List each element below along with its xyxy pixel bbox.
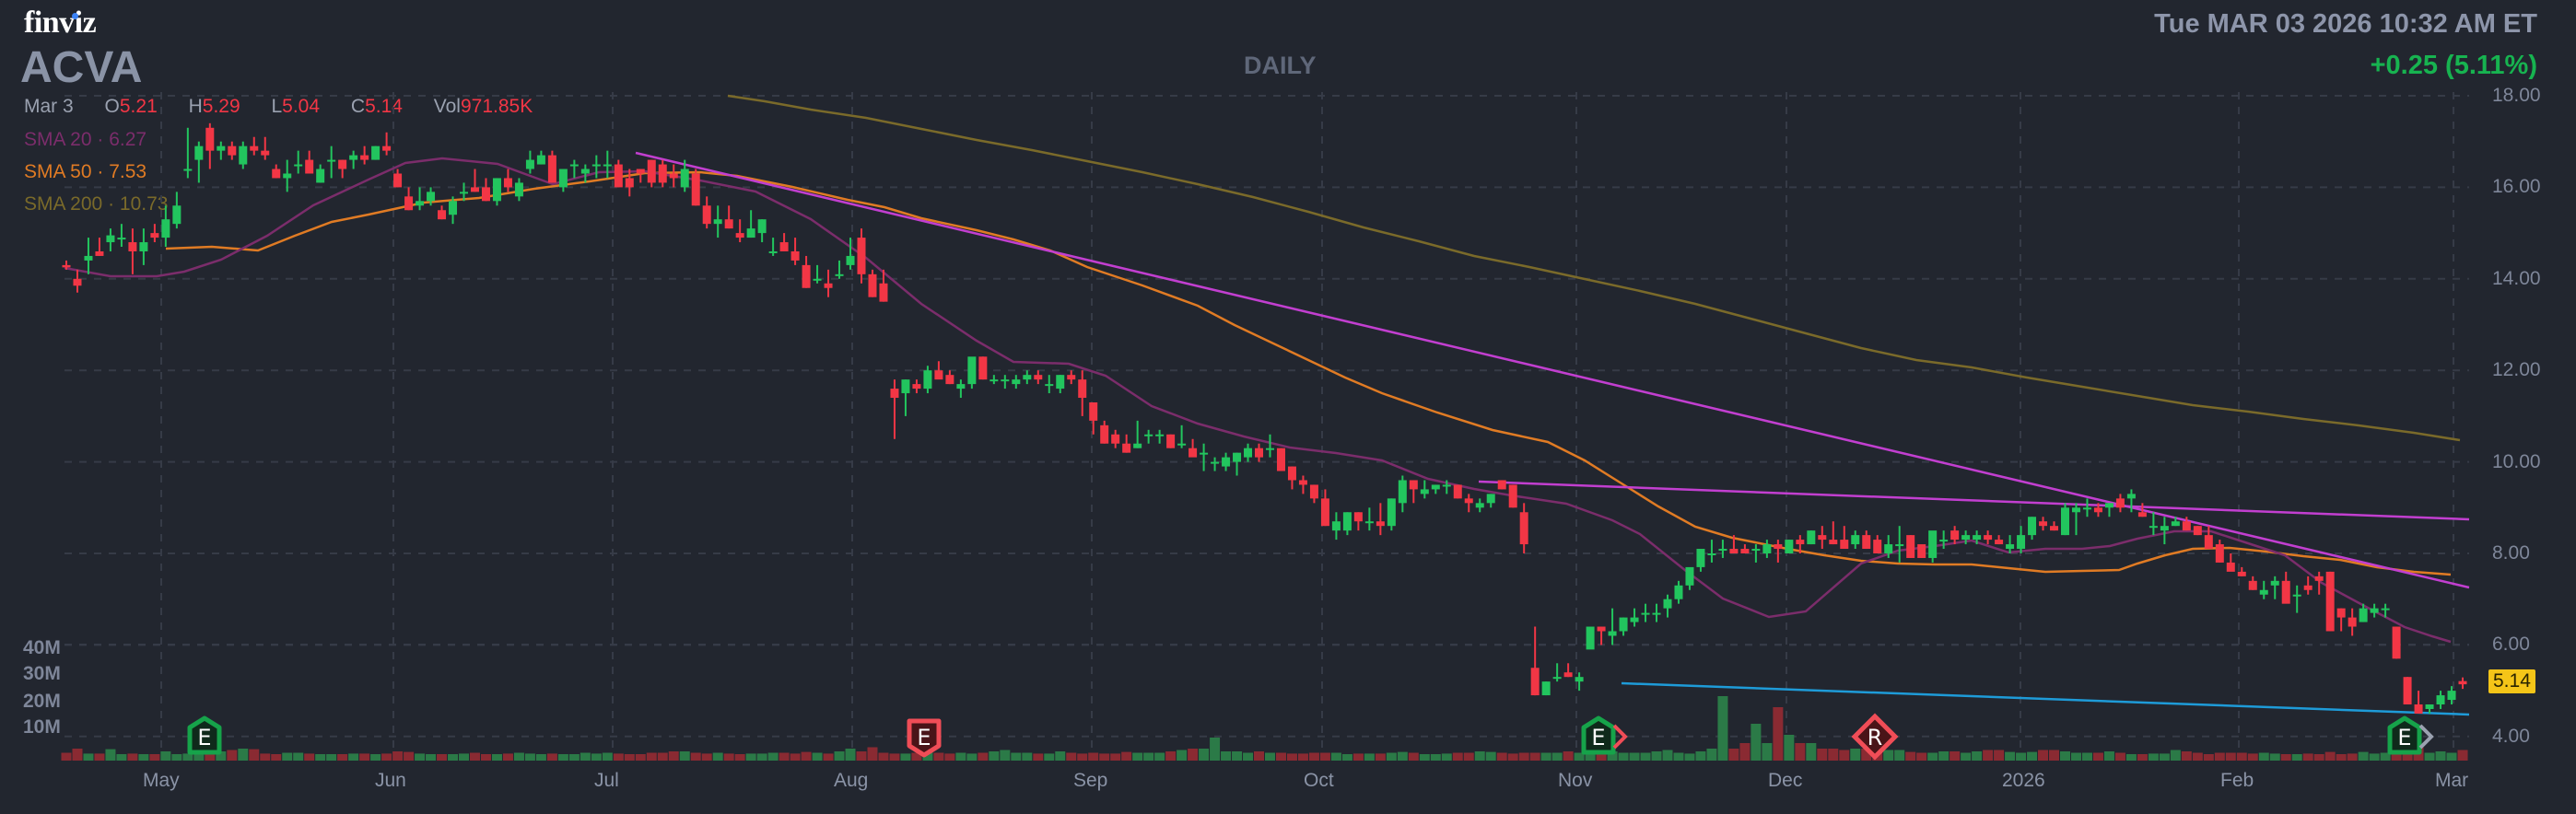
price-tick: 4.00	[2492, 725, 2530, 747]
price-tick: 6.00	[2492, 634, 2530, 656]
sma20-label: SMA 20	[24, 129, 92, 150]
last-price-tag: 5.14	[2488, 669, 2535, 693]
time-tick: Jul	[594, 770, 619, 791]
logo-dot-icon	[72, 13, 78, 19]
open-value: 5.21	[119, 96, 158, 117]
svg-text:E: E	[917, 725, 931, 750]
finviz-logo[interactable]: finviz	[24, 6, 97, 41]
volume-label: Vol	[433, 96, 461, 117]
chart-grid	[64, 92, 2469, 755]
time-tick: Dec	[1768, 770, 1803, 791]
event-marker-E[interactable]: E	[2387, 715, 2422, 755]
chart-period-label: DAILY	[1244, 52, 1317, 79]
sma200-value: 10.73	[119, 193, 169, 215]
time-tick: Aug	[834, 770, 869, 791]
event-marker-E[interactable]: E	[187, 715, 222, 755]
price-tick: 14.00	[2492, 267, 2541, 289]
moving-averages	[64, 94, 2461, 644]
sma20-value: 6.27	[109, 129, 147, 150]
price-tick: 18.00	[2492, 85, 2541, 106]
timestamp: Tue MAR 03 2026 10:32 AM ET	[2154, 9, 2537, 39]
legend-sma200[interactable]: SMA 200 · 10.73	[24, 193, 168, 215]
time-tick: Oct	[1304, 770, 1334, 791]
price-change: +0.25 (5.11%)	[2370, 51, 2537, 80]
time-tick: Sep	[1073, 770, 1108, 791]
low-label: L	[271, 96, 283, 117]
price-tick: 10.00	[2492, 450, 2541, 472]
resistance-2-trendline[interactable]	[1478, 480, 2470, 521]
time-tick: May	[143, 770, 180, 791]
svg-text:E: E	[1591, 725, 1605, 750]
volume-tick: 20M	[23, 691, 61, 712]
volume-tick: 30M	[23, 663, 61, 684]
support-trendline[interactable]	[1621, 681, 2470, 716]
open-label: O	[104, 96, 120, 117]
svg-text:R: R	[1868, 725, 1883, 750]
event-marker-E[interactable]: E	[1581, 715, 1616, 755]
legend-sma50[interactable]: SMA 50 · 7.53	[24, 161, 146, 183]
legend-sma20[interactable]: SMA 20 · 6.27	[24, 129, 146, 151]
high-value: 5.29	[202, 96, 240, 117]
resistance-1-trendline[interactable]	[635, 151, 2470, 589]
legend-separator: ·	[97, 129, 110, 150]
ohlc-date: Mar 3	[24, 96, 74, 117]
time-tick: Jun	[375, 770, 406, 791]
ticker-symbol: ACVA	[20, 43, 143, 92]
price-tick: 8.00	[2492, 542, 2530, 564]
volume-value: 971.85K	[460, 96, 533, 117]
svg-text:E: E	[2397, 725, 2411, 750]
svg-text:E: E	[197, 725, 211, 750]
volume-tick: 40M	[23, 637, 61, 658]
close-label: C	[350, 96, 366, 117]
sma200-label: SMA 200	[24, 193, 103, 215]
volume-bars	[61, 696, 2468, 761]
time-tick: Nov	[1558, 770, 1593, 791]
price-tick: 12.00	[2492, 359, 2541, 381]
event-marker-R[interactable]: R	[1851, 713, 1899, 761]
trendlines[interactable]	[635, 151, 2470, 716]
candlesticks	[62, 122, 2467, 714]
logo-text: finviz	[24, 6, 97, 40]
volume-tick: 10M	[23, 716, 61, 738]
time-tick: Feb	[2220, 770, 2254, 791]
high-label: H	[188, 96, 203, 117]
sma50-value: 7.53	[109, 161, 147, 182]
low-value: 5.04	[282, 96, 321, 117]
time-tick: 2026	[2002, 770, 2045, 791]
sma50-label: SMA 50	[24, 161, 92, 182]
legend-separator: ·	[108, 193, 120, 215]
time-tick: Mar	[2435, 770, 2469, 791]
legend-separator: ·	[97, 161, 110, 182]
price-tick: 16.00	[2492, 176, 2541, 198]
event-marker-E[interactable]: E	[907, 718, 942, 758]
